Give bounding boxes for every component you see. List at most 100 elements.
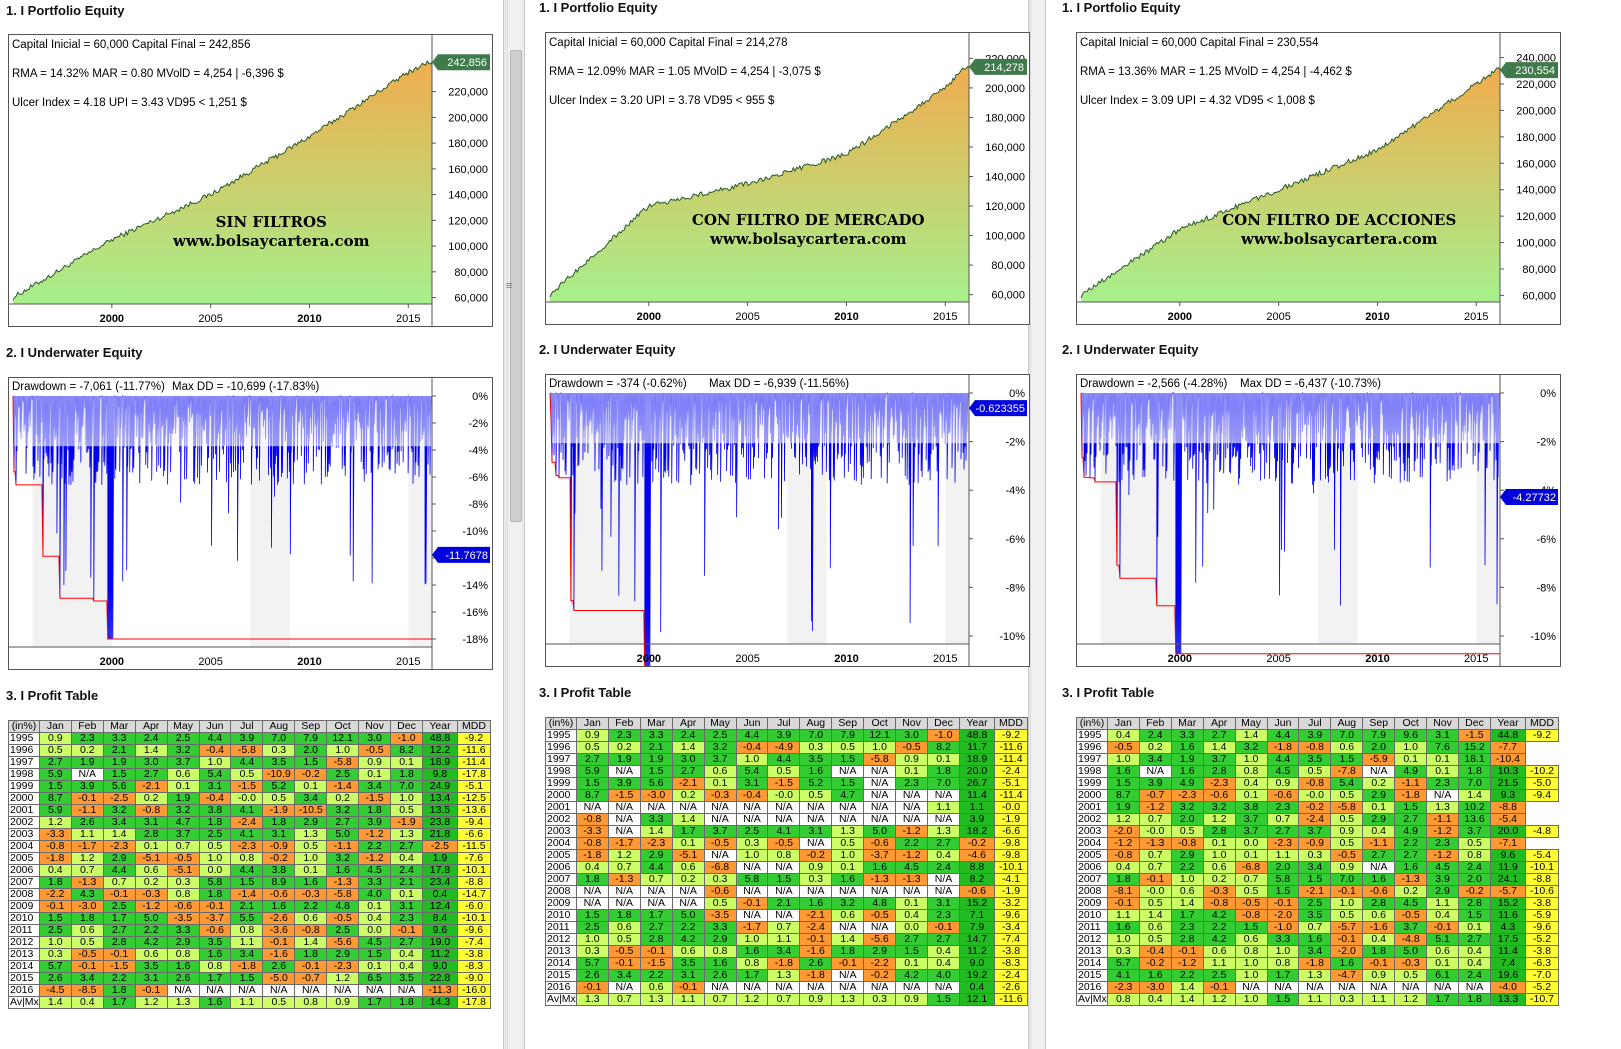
table-cell: -9.6 bbox=[456, 924, 492, 937]
table-cell: -3.0 bbox=[70, 900, 104, 913]
table-row: 2014 5.7 -0.1 -1.5 3.5 1.6 0.8 -1.8 2.6 -0.1 -2.2 0… bbox=[545, 957, 1029, 970]
y-tick-label: 80,000 bbox=[454, 267, 488, 279]
table-cell: 3.7 bbox=[1234, 813, 1268, 826]
table-cell: 2.7 bbox=[1266, 825, 1300, 838]
row-year-label: 1999 bbox=[1076, 777, 1108, 790]
table-cell: N/A bbox=[607, 801, 641, 814]
table-cell: 0.5 bbox=[1394, 969, 1428, 982]
table-cell: -0.4 bbox=[198, 792, 232, 805]
table-row: 1996 0.5 0.2 2.1 1.4 3.2 -0.4 -4.9 0.3 0.5 1.0 -0.5… bbox=[545, 741, 1029, 754]
table-row: Av|Mx 1.3 0.7 1.3 1.1 0.7 1.2 0.7 0.9 1.3 0.3 0.9 1.… bbox=[545, 993, 1029, 1006]
table-cell: -5.6 bbox=[863, 933, 897, 946]
table-cell: 2.5 bbox=[1298, 897, 1332, 910]
table-cell: 2.1 bbox=[390, 876, 423, 889]
table-cell: 3.7 bbox=[1458, 825, 1491, 838]
table-cell: 2.5 bbox=[38, 924, 72, 937]
table-cell: 0.7 bbox=[102, 876, 136, 889]
table-cell: 3.0 bbox=[358, 732, 392, 745]
table-cell: -1.2 bbox=[1138, 801, 1172, 814]
table-row: 2011 1.6 0.6 2.3 2.2 1.5 -1.0 0.7 -5.7 -1.6 3.7 -0.… bbox=[1076, 921, 1560, 934]
table-cell: 0.7 bbox=[703, 993, 737, 1006]
y-tick-label: -4% bbox=[468, 445, 488, 457]
stats-line3: Ulcer Index = 4.18 UPI = 3.43 VD95 < 1,2… bbox=[12, 97, 248, 109]
table-cell: -1.8 bbox=[230, 960, 264, 973]
table-cell: 5.1 bbox=[1426, 933, 1460, 946]
row-year-label: 2004 bbox=[545, 837, 577, 850]
table-cell: -2.4 bbox=[993, 765, 1029, 778]
table-cell: 0.7 bbox=[607, 993, 641, 1006]
table-cell: -0.1 bbox=[1266, 897, 1300, 910]
table-cell: 1.4 bbox=[134, 744, 168, 757]
table-cell: -3.5 bbox=[166, 912, 200, 925]
table-row: 2009 -0.1 -3.0 2.5 -1.2 -0.6 -0.1 2.1 1.6 2.2 4.8 0… bbox=[8, 900, 492, 913]
table-cell: -3.0 bbox=[639, 789, 673, 802]
y-tick-label: -8% bbox=[1005, 582, 1025, 594]
table-cell: -10.4 bbox=[1489, 753, 1526, 766]
table-cell: 2.7 bbox=[639, 921, 673, 934]
table-cell: -5.0 bbox=[262, 972, 296, 985]
table-cell: -5.1 bbox=[166, 864, 200, 877]
y-tick-label: 120,000 bbox=[448, 215, 488, 227]
table-cell: 1.6 bbox=[1362, 873, 1396, 886]
table-cell: 21.5 bbox=[1489, 777, 1526, 790]
table-cell: 0.0 bbox=[358, 924, 392, 937]
table-cell: -1.9 bbox=[262, 804, 296, 817]
table-cell: 0.5 bbox=[294, 840, 328, 853]
table-cell: -4.8 bbox=[1524, 825, 1560, 838]
table-cell: 9.3 bbox=[1489, 789, 1526, 802]
table-cell: -0.0 bbox=[1298, 789, 1332, 802]
table-cell: -0.1 bbox=[134, 984, 168, 997]
table-cell: 1.6 bbox=[799, 897, 833, 910]
table-cell: -1.8 bbox=[1266, 741, 1300, 754]
row-year-label: 2000 bbox=[1076, 789, 1108, 802]
x-tick-label: 2000 bbox=[637, 311, 661, 323]
table-cell: -12.5 bbox=[456, 792, 492, 805]
table-cell: 0.6 bbox=[166, 768, 200, 781]
panel-1-scrollbar[interactable] bbox=[507, 0, 522, 1049]
table-cell: 0.9 bbox=[1266, 777, 1300, 790]
table-cell: -0.1 bbox=[1330, 933, 1364, 946]
table-cell: 2.2 bbox=[1202, 921, 1236, 934]
y-tick-label: 100,000 bbox=[1516, 238, 1556, 250]
table-cell: 0.9 bbox=[358, 756, 392, 769]
row-year-label: 2005 bbox=[1076, 849, 1108, 862]
column-header: May bbox=[703, 717, 737, 730]
equity-chart-2: 2000200520102015220,000200,000180,000160… bbox=[545, 32, 1030, 325]
table-cell: N/A bbox=[735, 981, 769, 994]
table-cell: 0.8 bbox=[166, 888, 200, 901]
table-cell: 0.6 bbox=[671, 945, 705, 958]
table-row: Av|Mx 1.4 0.4 1.7 1.2 1.3 1.6 1.1 0.5 0.8 0.9 1.7 1.… bbox=[8, 996, 492, 1009]
y-tick-label: -2% bbox=[1536, 437, 1556, 449]
table-cell: 0.5 bbox=[703, 897, 737, 910]
table-cell: 0.5 bbox=[1458, 837, 1491, 850]
y-tick-label: 140,000 bbox=[1516, 185, 1556, 197]
table-cell: 1.7 bbox=[358, 996, 392, 1009]
x-tick-label: 2005 bbox=[1266, 311, 1290, 323]
table-cell: -5.1 bbox=[456, 780, 492, 793]
column-header: Aug bbox=[1330, 717, 1364, 730]
table-cell: 0.4 bbox=[70, 996, 104, 1009]
table-cell: 9.6 bbox=[1489, 849, 1526, 862]
table-cell: 48.8 bbox=[958, 729, 995, 742]
table-cell: -0.5 bbox=[358, 744, 392, 757]
table-cell: N/A bbox=[1234, 981, 1268, 994]
table-cell: 9.6 bbox=[1394, 729, 1428, 742]
row-year-label: 2002 bbox=[8, 816, 40, 829]
column-header: Nov bbox=[358, 720, 392, 733]
panel-2-scrollbar[interactable] bbox=[1030, 0, 1045, 1049]
table-cell: -10.9 bbox=[262, 768, 296, 781]
table-cell: -2.3 bbox=[102, 840, 136, 853]
table-cell: 2.7 bbox=[575, 753, 609, 766]
table-cell: 2.8 bbox=[134, 828, 168, 841]
table-cell: 2.0 bbox=[1266, 861, 1300, 874]
table-cell: -0.9 bbox=[1298, 837, 1332, 850]
table-cell: -4.7 bbox=[1330, 969, 1364, 982]
table-cell: -7.4 bbox=[456, 936, 492, 949]
panel-1-scroll-thumb[interactable] bbox=[510, 50, 522, 522]
table-cell: 3.2 bbox=[326, 852, 360, 865]
table-cell: -0.1 bbox=[1106, 897, 1140, 910]
table-cell: 1.0 bbox=[198, 756, 232, 769]
column-header: Jan bbox=[575, 717, 609, 730]
table-cell: 11.9 bbox=[1489, 861, 1526, 874]
table-cell: 1.6 bbox=[1138, 969, 1172, 982]
